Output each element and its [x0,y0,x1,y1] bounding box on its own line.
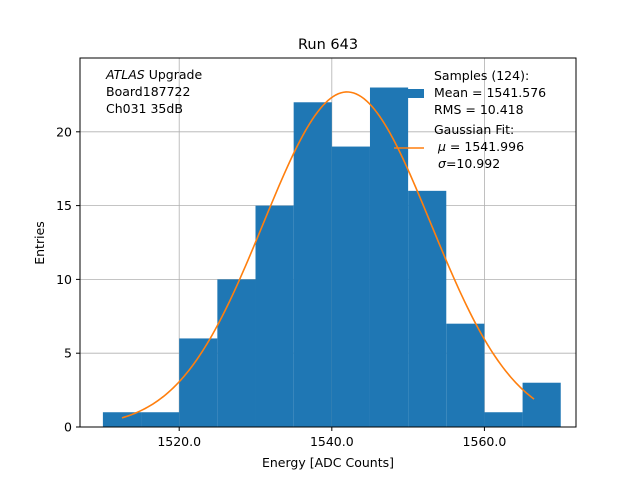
histogram-bar [522,382,561,427]
legend-hist-text: Samples (124): [434,68,529,83]
histogram-bar [331,146,370,427]
y-tick-label: 0 [64,420,72,435]
y-tick-label: 10 [56,272,72,287]
histogram-bar [255,205,294,427]
atlas-annotation: ATLAS Upgrade Board187722 Ch031 35dB [105,67,202,116]
y-axis-label: Entries [32,221,47,265]
histogram-bar [408,190,447,427]
legend-fit-text: σ=10.992 [438,156,500,171]
histogram-bar [179,338,218,427]
legend-fit-text: μ = 1541.996 [437,139,524,154]
histogram-bar [217,279,256,427]
histogram-bar [293,102,332,427]
chart-title: Run 643 [298,37,358,53]
histogram-bar [484,412,523,427]
x-tick-label: 1540.0 [310,434,354,449]
histogram-bar [102,412,142,427]
legend-hist-swatch [404,89,424,98]
y-tick-label: 20 [56,124,72,139]
annotation-line: Ch031 35dB [106,101,183,116]
plot-frame [79,57,577,428]
y-tick-label: 15 [56,198,72,213]
annotation-line: Board187722 [106,84,190,99]
fit-curve [121,91,535,419]
annotation-line: ATLAS Upgrade [105,67,202,82]
y-tick-label: 5 [64,346,72,361]
x-axis-label: Energy [ADC Counts] [262,455,394,470]
gaussian-fit [121,91,535,419]
axis-ticks: 1520.0 1540.0 1560.0 0 5 10 15 20 [56,124,506,449]
legend: Samples (124): Mean = 1541.576 RMS = 10.… [394,68,546,171]
histogram-bar [446,323,485,427]
x-tick-label: 1560.0 [463,434,507,449]
legend-hist-text: RMS = 10.418 [434,102,524,117]
legend-fit-text: Gaussian Fit: [434,122,514,137]
histogram-bar [141,412,180,427]
histogram-bar [369,87,409,428]
histogram-bars [102,87,561,428]
legend-hist-text: Mean = 1541.576 [434,85,546,100]
x-tick-label: 1520.0 [157,434,201,449]
